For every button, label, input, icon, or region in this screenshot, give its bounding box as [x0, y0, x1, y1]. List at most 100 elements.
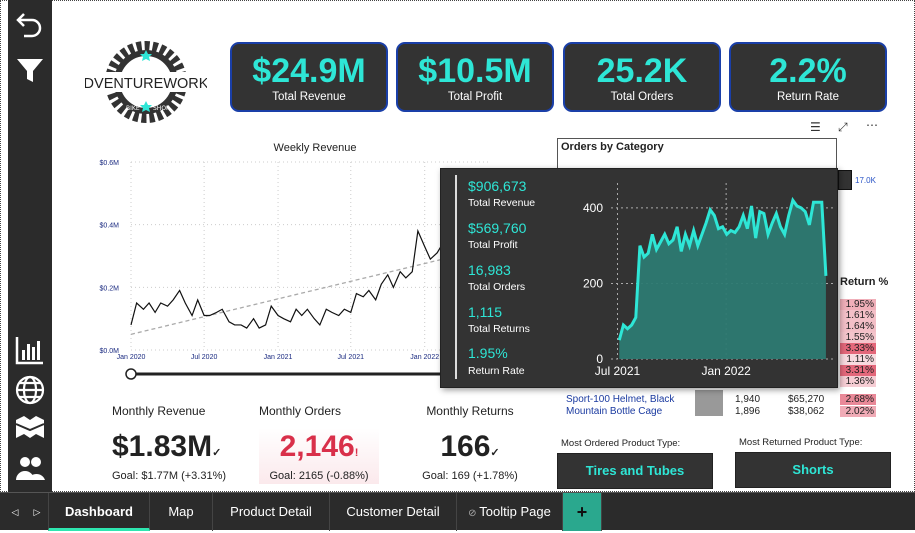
goal-check-icon: ✓ — [490, 447, 500, 459]
focus-mode-icon[interactable]: ⤢ — [838, 120, 848, 134]
return-pct-cell: 1.36% — [840, 376, 876, 387]
bar-chart-icon[interactable] — [14, 334, 46, 366]
tooltip-label: Return Rate — [468, 365, 525, 377]
x-tick-label: Jan 2020 — [117, 354, 146, 361]
tab-map[interactable]: Map — [150, 493, 213, 531]
kpi-label: Total Profit — [447, 91, 503, 103]
y-tick-label: $0.0M — [100, 348, 120, 355]
y-tick-label: $0.4M — [100, 223, 120, 230]
hidden-eye-icon: ⊘ — [468, 508, 480, 519]
kpi-return-rate: 2.2% Return Rate — [729, 42, 887, 112]
orders-series-line — [617, 196, 828, 341]
most-ordered-label: Most Ordered Product Type: — [561, 438, 681, 449]
filter-lines-icon[interactable]: ☰ — [810, 120, 821, 134]
card-title: Monthly Revenue — [112, 404, 206, 418]
tooltip-label: Total Revenue — [468, 197, 536, 209]
card-goal: Goal: 169 (+1.78%) — [422, 470, 518, 482]
x-tick-label: Jan 2022 — [701, 364, 751, 378]
kpi-total-revenue: $24.9M Total Revenue — [230, 42, 388, 112]
category-bar — [838, 170, 852, 190]
revenue-series-line — [130, 228, 444, 329]
tab-product-detail[interactable]: Product Detail — [213, 493, 330, 531]
next-page-icon[interactable]: ▷ — [33, 507, 41, 517]
card-value: 2,146 — [279, 430, 355, 463]
return-pct-header[interactable]: Return % — [840, 276, 889, 288]
more-options-icon[interactable]: ⋯ — [866, 118, 878, 132]
tooltip-label: Total Profit — [468, 239, 518, 251]
return-pct-cell: 3.33% — [840, 343, 876, 354]
monthly-returns-card: Monthly Returns 166✓ Goal: 169 (+1.78%) — [410, 404, 530, 484]
product-orders: 1,940 — [735, 394, 761, 405]
map-icon[interactable] — [14, 412, 46, 444]
tooltip-value: 1.95% — [468, 345, 508, 361]
add-page-button[interactable]: + — [563, 493, 602, 531]
tooltip-divider — [455, 175, 457, 379]
kpi-value: $10.5M — [418, 52, 532, 90]
chart-title: Weekly Revenue — [274, 142, 357, 154]
y-tick-label: $0.6M — [100, 160, 120, 167]
goal-alert-icon: ! — [354, 447, 359, 459]
return-pct-cell: 2.68% — [840, 394, 876, 405]
globe-icon[interactable] — [14, 374, 46, 406]
prev-page-icon[interactable]: ◁ — [11, 507, 19, 517]
monthly-orders-card: Monthly Orders 2,146! Goal: 2165 (-0.88%… — [259, 404, 379, 484]
tab-tooltip-page[interactable]: ⊘ Tooltip Page — [457, 493, 563, 531]
return-pct-cell: 3.31% — [840, 365, 876, 376]
back-arrow-icon[interactable] — [14, 8, 46, 40]
tooltip-label: Total Orders — [468, 281, 526, 293]
weekly-revenue-chart: Weekly Revenue $0.0M $0.2M $0.4M $0.6M Jan 2… — [100, 142, 555, 380]
kpi-value: 2.2% — [769, 52, 847, 90]
people-icon[interactable] — [14, 452, 46, 484]
card-value: $1.83M — [112, 430, 213, 463]
return-pct-cell: 1.11% — [840, 354, 876, 365]
return-pct-cell: 2.02% — [840, 406, 876, 417]
page-tabs-bar: ◁ ▷ Dashboard Map Product Detail Custome… — [0, 492, 915, 531]
logo-text: ADVENTUREWORKS — [85, 76, 207, 92]
goal-check-icon: ✓ — [212, 447, 222, 459]
chart-title: Orders by Category — [561, 141, 664, 153]
x-tick-label: Jul 2021 — [338, 354, 365, 361]
x-tick-label: Jan 2021 — [264, 354, 293, 361]
adventureworks-logo: ADVENTUREWORKS BIKE SHOP — [74, 38, 218, 128]
card-value: 166 — [440, 430, 491, 463]
product-name: Mountain Bottle Cage — [566, 406, 663, 417]
return-pct-cell: 1.95% — [840, 299, 876, 310]
return-pct-cell: 1.61% — [840, 310, 876, 321]
kpi-total-orders: 25.2K Total Orders — [563, 42, 721, 112]
logo-sub: SHOP — [153, 105, 170, 112]
tab-customer-detail[interactable]: Customer Detail — [330, 493, 457, 531]
x-tick-label: Jul 2020 — [191, 354, 218, 361]
return-pct-cell: 1.55% — [840, 332, 876, 343]
trend-line — [130, 258, 443, 335]
kpi-value: 25.2K — [596, 52, 688, 90]
tooltip-label: Total Returns — [468, 323, 530, 335]
bar-data-label: 17.0K — [855, 176, 876, 185]
card-title: Monthly Returns — [426, 404, 514, 418]
product-revenue: $38,062 — [788, 406, 825, 417]
logo-sub: BIKE — [126, 105, 140, 112]
filter-icon[interactable] — [14, 54, 46, 86]
tab-dashboard[interactable]: Dashboard — [48, 493, 150, 531]
kpi-total-profit: $10.5M Total Profit — [396, 42, 554, 112]
orders-area — [619, 200, 826, 359]
most-returned-label: Most Returned Product Type: — [739, 437, 863, 448]
report-tooltip: $906,673 Total Revenue $569,760 Total Pr… — [440, 168, 838, 388]
date-slider-handle[interactable] — [125, 368, 137, 380]
tooltip-value: 16,983 — [468, 262, 511, 278]
monthly-revenue-card: Monthly Revenue $1.83M✓ Goal: $1.77M (+3… — [112, 404, 252, 484]
orders-databar — [695, 390, 723, 416]
tab-label: Tooltip Page — [479, 504, 551, 519]
sidebar — [8, 0, 52, 492]
kpi-label: Total Orders — [610, 91, 674, 103]
orders-area-chart: 0 200 400 Jul 2021 Jan 2022 — [583, 183, 833, 378]
return-pct-cell: 1.64% — [840, 321, 876, 332]
most-returned-value: Shorts — [735, 452, 891, 488]
kpi-value: $24.9M — [252, 52, 366, 90]
card-title: Monthly Orders — [259, 404, 342, 418]
tooltip-value: $906,673 — [468, 178, 527, 194]
card-goal: Goal: 2165 (-0.88%) — [269, 470, 369, 482]
tooltip-value: 1,115 — [468, 304, 502, 320]
y-tick-label: 0 — [596, 352, 603, 366]
x-tick-label: Jan 2022 — [410, 354, 439, 361]
most-ordered-value: Tires and Tubes — [557, 453, 713, 489]
